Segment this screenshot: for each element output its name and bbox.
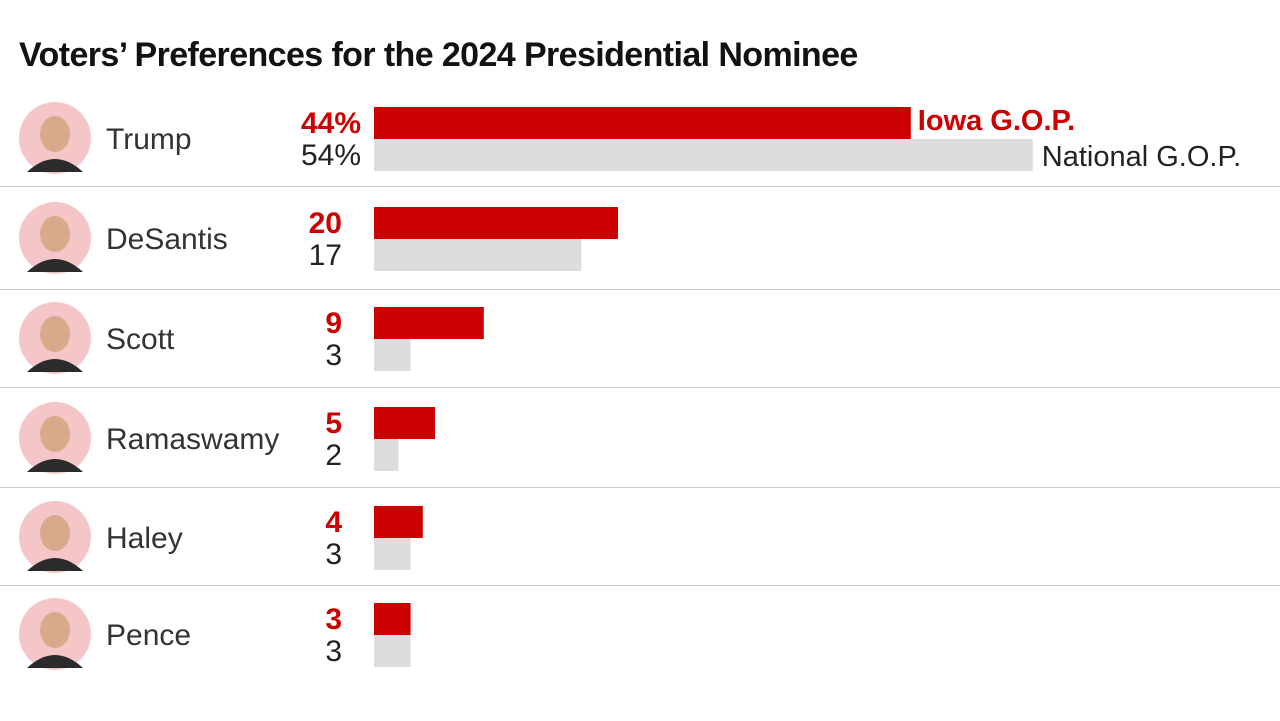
bar-iowa — [374, 603, 411, 635]
bar-national — [374, 635, 411, 667]
candidate-name: Ramaswamy — [106, 423, 279, 456]
avatar-face — [40, 116, 70, 152]
bar-iowa — [374, 506, 423, 538]
avatar-shoulders — [27, 459, 83, 472]
chart-title: Voters’ Preferences for the 2024 Preside… — [19, 36, 858, 74]
avatar-shoulders — [27, 655, 83, 668]
value-label-national: 54% — [301, 139, 361, 172]
bar-national — [374, 239, 582, 271]
value-label-national: 3 — [325, 635, 342, 668]
avatar-shoulders — [27, 159, 83, 172]
value-label-national: 17 — [309, 239, 342, 272]
avatar-face — [40, 515, 70, 551]
avatar-shoulders — [27, 259, 83, 272]
avatar-face — [40, 612, 70, 648]
candidate-name: Haley — [106, 522, 183, 555]
avatar-shoulders — [27, 558, 83, 571]
value-label-national: 3 — [325, 339, 342, 372]
value-label-iowa: 3 — [325, 603, 342, 636]
bar-national — [374, 339, 411, 371]
value-label-iowa: 20 — [309, 207, 342, 240]
avatar-face — [40, 416, 70, 452]
value-label-national: 2 — [325, 439, 342, 472]
legend-national-label: National G.O.P. — [1042, 141, 1241, 173]
candidate-name: Trump — [106, 123, 192, 156]
bar-national — [374, 139, 1033, 171]
legend-iowa-label: Iowa G.O.P. — [918, 105, 1075, 137]
avatar-shoulders — [27, 359, 83, 372]
avatar-face — [40, 316, 70, 352]
bar-iowa — [374, 407, 435, 439]
bar-iowa — [374, 107, 911, 139]
value-label-iowa: 4 — [325, 506, 342, 539]
value-label-iowa: 5 — [325, 407, 342, 440]
bar-iowa — [374, 307, 484, 339]
value-label-iowa: 9 — [325, 307, 342, 340]
candidate-name: Pence — [106, 619, 191, 652]
value-label-iowa: 44% — [301, 107, 361, 140]
value-label-national: 3 — [325, 538, 342, 571]
bar-national — [374, 538, 411, 570]
bar-iowa — [374, 207, 618, 239]
candidate-name: DeSantis — [106, 223, 228, 256]
candidate-name: Scott — [106, 323, 175, 356]
bar-national — [374, 439, 399, 471]
avatar-face — [40, 216, 70, 252]
